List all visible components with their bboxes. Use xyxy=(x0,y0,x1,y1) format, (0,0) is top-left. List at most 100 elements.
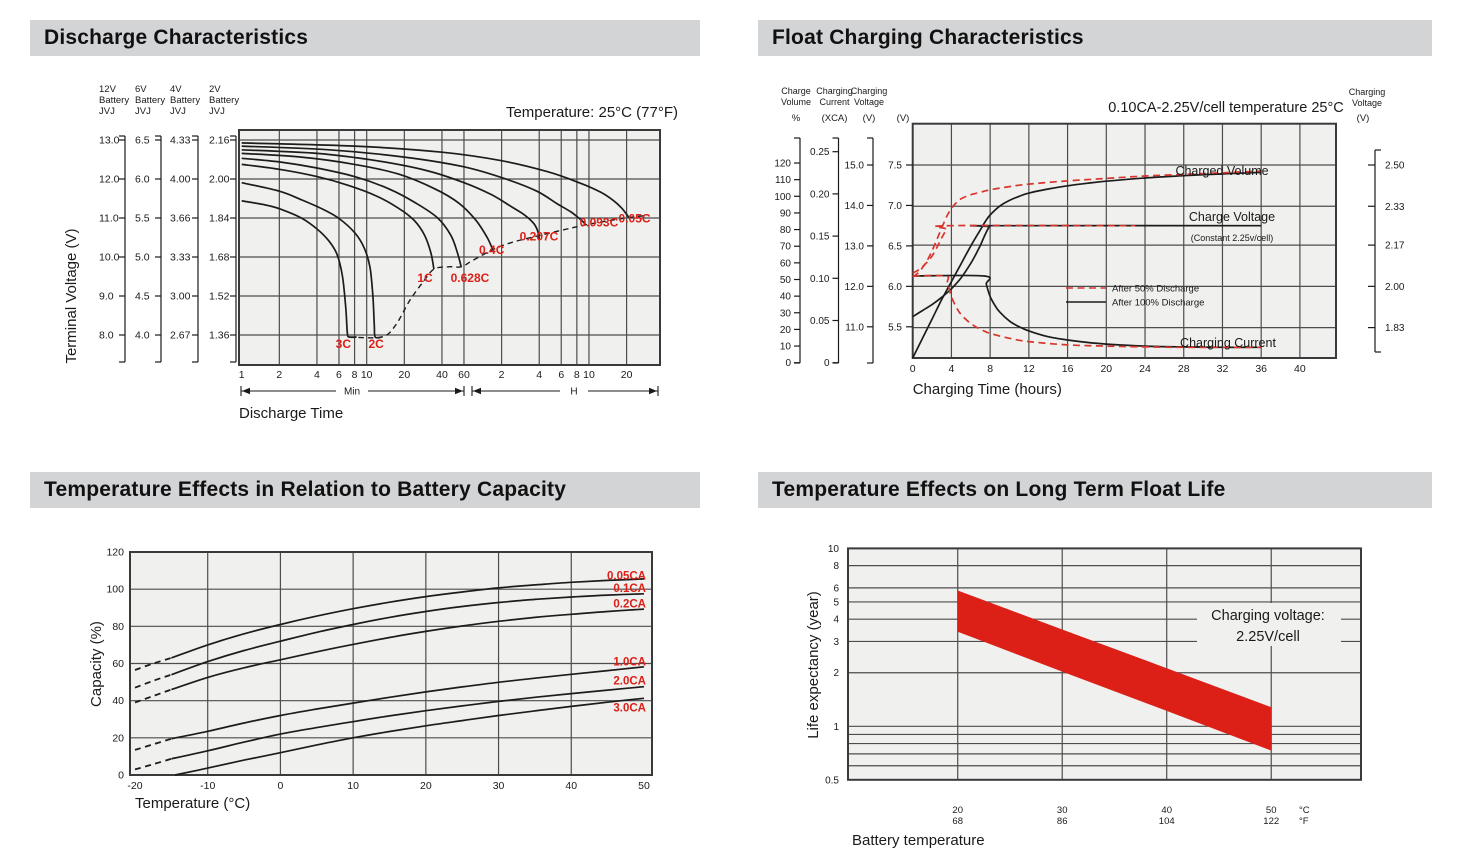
plot-border xyxy=(129,551,653,776)
y-tick-label: 5 xyxy=(833,597,839,608)
x-tick-label: 8 xyxy=(352,369,358,381)
y-axis-title: Capacity (%) xyxy=(88,621,105,707)
constant-voltage-note: (Constant 2.25v/cell) xyxy=(1191,233,1274,243)
axis-tick-label: 0.25 xyxy=(810,147,830,158)
voltage-tick-label: 11.0 xyxy=(99,213,119,225)
section-header-discharge: Discharge Characteristics xyxy=(30,20,700,56)
x-tick-label: 10 xyxy=(361,369,373,381)
celsius-unit: °C xyxy=(1299,805,1310,816)
charged-volume-label: Charged Volume xyxy=(1175,164,1268,178)
axis-unit: (V) xyxy=(1357,113,1370,124)
x-tick-celsius: 40 xyxy=(1161,805,1172,816)
cutoff-voltage-dashed-line xyxy=(348,214,646,339)
axis-tick-label: 120 xyxy=(774,159,791,170)
rate-label: 1.0CA xyxy=(613,657,646,669)
charging-condition-title: 0.10CA-2.25V/cell temperature 25°C xyxy=(1108,100,1344,116)
fahrenheit-unit: °F xyxy=(1299,816,1309,827)
capacity-curve-0.2CA xyxy=(171,608,645,691)
axis-tick-label: 5.5 xyxy=(888,322,902,333)
axis-tick-label: 7.5 xyxy=(888,161,902,172)
x-tick-label: 36 xyxy=(1255,363,1267,375)
x-tick-label: 30 xyxy=(493,780,505,792)
curve-rate-label: 1C xyxy=(417,271,433,285)
voltage-tick-label: 5.5 xyxy=(135,213,150,225)
arrow-head xyxy=(455,387,463,395)
plot-border xyxy=(911,122,1337,359)
battery-column-header: Battery xyxy=(170,95,200,106)
voltage-tick-label: 2.00 xyxy=(209,174,230,186)
discharge-curve-1C xyxy=(241,163,435,270)
plot-border xyxy=(847,547,1362,781)
x-tick-label: 4 xyxy=(314,369,320,381)
battery-column-header: JVJ xyxy=(170,106,186,117)
capacity-curve-0.05CA xyxy=(171,578,645,659)
axis-tick-label: 15.0 xyxy=(845,161,865,172)
axis-unit: (V) xyxy=(863,113,876,124)
arrow-head xyxy=(242,387,250,395)
axis-unit: (V) xyxy=(897,113,910,124)
x-tick-label: 50 xyxy=(638,780,650,792)
curve-rate-label: 3C xyxy=(336,337,352,351)
voltage-tick-label: 6.0 xyxy=(135,174,150,186)
x-tick-label: -20 xyxy=(127,780,142,792)
rate-label: 0.2CA xyxy=(613,599,646,611)
arrow-head xyxy=(473,387,481,395)
axis-tick-label: 0 xyxy=(824,358,830,369)
x-tick-fahrenheit: 68 xyxy=(952,816,963,827)
plot-border xyxy=(238,129,661,366)
capacity-curve-0.1CA xyxy=(171,592,645,676)
y-tick-label: 120 xyxy=(106,547,124,559)
x-tick-label: 6 xyxy=(336,369,342,381)
x-tick-fahrenheit: 122 xyxy=(1263,816,1279,827)
curve-rate-label: 2C xyxy=(368,337,384,351)
battery-column-header: 4V xyxy=(170,84,182,95)
x-axis-title: Temperature (°C) xyxy=(135,795,250,812)
axis-header: Voltage xyxy=(854,97,884,107)
y-tick-label: 3 xyxy=(833,637,839,648)
time-unit-label: Min xyxy=(344,387,360,398)
battery-column-header: 2V xyxy=(209,84,221,95)
discharge-curve-0.05C xyxy=(241,142,630,219)
battery-column-header: Battery xyxy=(99,95,129,106)
x-tick-label: 28 xyxy=(1178,363,1190,375)
x-tick-label: 40 xyxy=(436,369,448,381)
battery-column-header: Battery xyxy=(209,95,239,106)
x-tick-celsius: 20 xyxy=(952,805,963,816)
y-axis-title: Life expectancy (year) xyxy=(805,591,822,739)
axis-tick-label: 40 xyxy=(780,292,792,303)
axis-header: Current xyxy=(819,97,850,107)
axis-tick-label: 10 xyxy=(780,342,792,353)
rate-label: 3.0CA xyxy=(613,703,646,715)
curve-rate-label: 0.05C xyxy=(619,211,651,225)
axis-tick-label: 0.10 xyxy=(810,274,830,285)
y-tick-label: 60 xyxy=(112,658,124,670)
voltage-tick-label: 6.5 xyxy=(135,135,150,147)
axis-tick-label: 20 xyxy=(780,325,792,336)
axis-tick-label: 7.0 xyxy=(888,201,902,212)
charging-voltage-annotation: Charging voltage: xyxy=(1211,608,1325,624)
axis-tick-label: 2.33 xyxy=(1385,202,1405,213)
float-charging-chart: Charged Volume Charge Voltage (Constant 2.… xyxy=(774,86,1405,398)
x-tick-label: 20 xyxy=(621,369,633,381)
axis-tick-label: 70 xyxy=(780,242,792,253)
charged-volume-50-curve xyxy=(912,170,1262,278)
discharge-curve-2C xyxy=(241,181,382,339)
axis-tick-label: 0.15 xyxy=(810,232,830,243)
capacity-curve-dashed-1.0CA xyxy=(134,737,172,751)
x-tick-label: 60 xyxy=(458,369,470,381)
charging-voltage-annotation: 2.25V/cell xyxy=(1236,629,1300,645)
x-tick-label: 20 xyxy=(1100,363,1112,375)
section-title: Temperature Effects on Long Term Float L… xyxy=(772,478,1226,501)
voltage-tick-label: 4.33 xyxy=(170,135,191,147)
capacity-curve-3.0CA xyxy=(174,697,645,776)
charged-volume-100-curve xyxy=(911,171,1262,359)
section-header-float-charging: Float Charging Characteristics xyxy=(758,20,1432,56)
axis-tick-label: 6.5 xyxy=(888,241,902,252)
y-tick-label: 20 xyxy=(112,732,124,744)
voltage-tick-label: 3.00 xyxy=(170,291,191,303)
capacity-curve-dashed-0.2CA xyxy=(134,688,172,704)
voltage-tick-label: 1.52 xyxy=(209,291,230,303)
voltage-tick-label: 2.67 xyxy=(170,330,191,342)
y-tick-label: 1 xyxy=(833,722,839,733)
